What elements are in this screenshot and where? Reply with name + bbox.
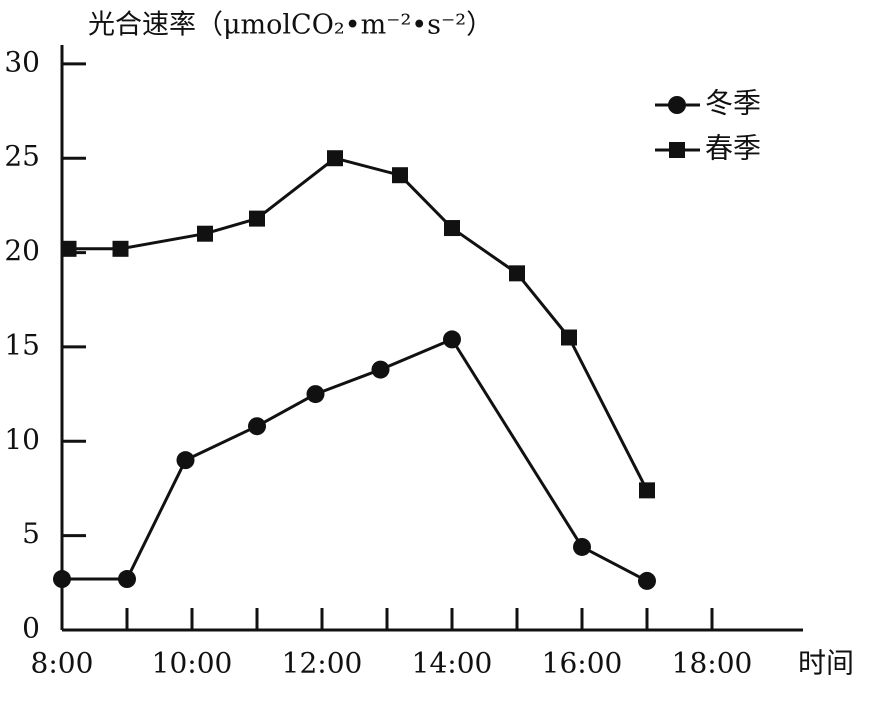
data-point xyxy=(444,220,460,237)
x-tick-label: 8:00 xyxy=(31,647,94,680)
y-tick-label: 30 xyxy=(4,45,40,78)
y-axis-label: 光合速率（μmolCO₂•m⁻²•s⁻²） xyxy=(88,10,493,41)
x-tick-label: 16:00 xyxy=(542,647,623,680)
data-point xyxy=(443,330,461,349)
y-tick-label: 5 xyxy=(22,517,40,550)
data-point xyxy=(392,167,408,184)
x-tick-label: 12:00 xyxy=(282,647,363,680)
x-axis-label: 时间 xyxy=(798,647,854,680)
data-point xyxy=(306,385,325,404)
data-point xyxy=(248,417,266,436)
data-point xyxy=(176,451,195,470)
x-tick-label: 18:00 xyxy=(672,647,753,680)
data-point xyxy=(53,570,71,589)
legend-label: 春季 xyxy=(705,132,761,165)
legend-marker xyxy=(668,96,686,114)
data-point xyxy=(118,570,136,589)
data-point xyxy=(249,210,265,227)
data-point xyxy=(371,360,390,379)
series-line xyxy=(68,156,649,492)
x-tick-label: 10:00 xyxy=(152,647,233,680)
data-point xyxy=(509,265,525,282)
data-point xyxy=(60,240,77,257)
data-point xyxy=(112,240,129,257)
y-tick-label: 0 xyxy=(22,612,40,645)
data-point xyxy=(638,571,656,590)
legend-label: 冬季 xyxy=(705,87,761,120)
y-tick-label: 15 xyxy=(4,328,40,361)
data-point xyxy=(639,482,655,499)
y-tick-label: 25 xyxy=(4,140,40,173)
data-point xyxy=(197,225,213,242)
y-tick-label: 10 xyxy=(4,423,40,456)
data-point xyxy=(327,150,343,167)
x-tick-label: 14:00 xyxy=(412,647,493,680)
legend-marker xyxy=(669,142,685,158)
y-tick-label: 20 xyxy=(4,234,40,267)
series-line xyxy=(62,337,648,583)
data-point xyxy=(561,329,577,346)
data-point xyxy=(573,537,591,556)
